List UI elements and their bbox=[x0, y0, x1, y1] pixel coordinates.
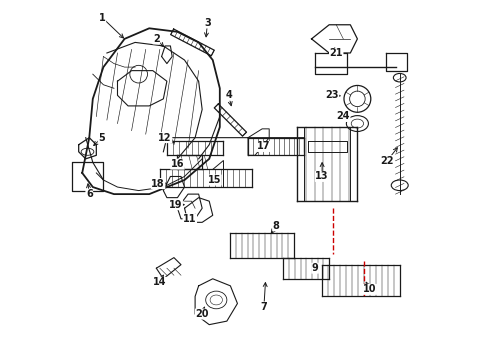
Text: 2: 2 bbox=[153, 34, 160, 44]
Text: 14: 14 bbox=[153, 277, 166, 287]
Text: 7: 7 bbox=[260, 302, 267, 312]
Text: 6: 6 bbox=[86, 189, 92, 199]
Text: 4: 4 bbox=[225, 90, 231, 100]
Text: 3: 3 bbox=[203, 18, 210, 28]
Text: 20: 20 bbox=[195, 309, 208, 319]
Text: 1: 1 bbox=[99, 13, 105, 23]
Text: 9: 9 bbox=[311, 263, 318, 273]
Text: 5: 5 bbox=[98, 133, 105, 143]
Text: 11: 11 bbox=[183, 214, 196, 224]
Text: 8: 8 bbox=[272, 221, 279, 231]
Text: 13: 13 bbox=[315, 171, 328, 181]
Text: 23: 23 bbox=[325, 90, 338, 100]
Text: 22: 22 bbox=[380, 156, 393, 166]
Text: 19: 19 bbox=[169, 200, 182, 210]
Text: 10: 10 bbox=[362, 284, 376, 294]
Text: 12: 12 bbox=[158, 133, 171, 143]
Text: 15: 15 bbox=[207, 175, 221, 185]
Text: 18: 18 bbox=[151, 179, 164, 189]
Text: 24: 24 bbox=[336, 112, 349, 121]
Text: 16: 16 bbox=[170, 159, 184, 169]
Text: 17: 17 bbox=[257, 141, 270, 152]
Text: 21: 21 bbox=[329, 48, 342, 58]
